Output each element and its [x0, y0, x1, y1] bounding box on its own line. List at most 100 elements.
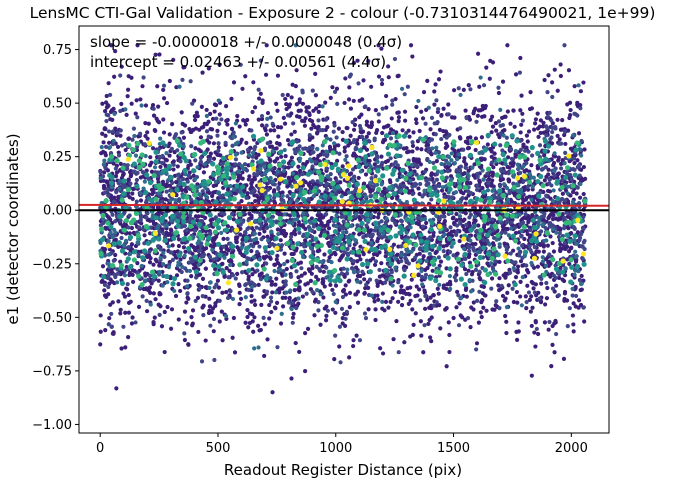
scatter-point	[280, 190, 285, 195]
scatter-point	[129, 75, 134, 80]
scatter-point	[366, 307, 371, 312]
scatter-point	[411, 156, 416, 162]
scatter-point	[324, 182, 329, 188]
scatter-point	[175, 164, 180, 169]
scatter-point	[264, 132, 269, 137]
scatter-point	[235, 235, 240, 240]
scatter-point	[463, 165, 469, 170]
scatter-point	[419, 333, 424, 338]
scatter-point	[324, 265, 329, 270]
scatter-point	[273, 159, 278, 164]
scatter-point	[162, 309, 167, 315]
scatter-point	[106, 215, 112, 220]
scatter-point	[130, 196, 135, 202]
scatter-point	[246, 177, 251, 182]
scatter-point	[131, 126, 137, 131]
scatter-point	[379, 81, 385, 87]
scatter-point	[544, 193, 549, 198]
scatter-point	[344, 125, 349, 131]
scatter-point	[171, 167, 176, 172]
scatter-point	[246, 274, 251, 279]
scatter-point	[571, 322, 576, 327]
scatter-point	[378, 346, 383, 351]
scatter-point	[275, 227, 280, 232]
scatter-point	[104, 118, 109, 124]
scatter-point	[242, 254, 247, 259]
scatter-point	[399, 258, 404, 264]
scatter-point	[316, 118, 321, 123]
scatter-point	[181, 135, 187, 140]
scatter-point	[542, 320, 547, 325]
scatter-point	[423, 272, 429, 277]
scatter-point	[475, 298, 480, 303]
scatter-point	[245, 256, 250, 261]
scatter-point	[171, 159, 176, 164]
scatter-point	[328, 282, 333, 288]
scatter-point	[106, 140, 112, 145]
scatter-point	[109, 311, 114, 317]
scatter-point	[256, 323, 261, 329]
scatter-point	[102, 288, 107, 293]
scatter-point	[310, 88, 315, 93]
scatter-point	[157, 312, 162, 317]
scatter-point	[106, 129, 112, 134]
scatter-point	[351, 140, 356, 145]
scatter-point	[341, 266, 346, 271]
scatter-point	[187, 260, 192, 265]
scatter-point	[466, 244, 471, 249]
scatter-point	[567, 306, 572, 311]
scatter-point	[229, 126, 235, 131]
scatter-point	[578, 89, 584, 94]
scatter-point	[419, 147, 424, 152]
scatter-point	[557, 137, 562, 142]
scatter-point	[372, 299, 377, 304]
scatter-point	[100, 264, 106, 269]
scatter-point	[393, 96, 398, 102]
scatter-point	[454, 232, 459, 238]
scatter-point	[376, 211, 382, 216]
scatter-point	[351, 151, 357, 156]
scatter-point	[518, 259, 524, 264]
scatter-point	[348, 133, 353, 138]
scatter-point	[580, 256, 585, 262]
scatter-point	[399, 284, 404, 289]
scatter-point	[576, 298, 582, 303]
scatter-point	[579, 287, 584, 292]
scatter-point	[417, 191, 422, 197]
scatter-point	[125, 94, 130, 99]
scatter-point	[259, 123, 265, 128]
scatter-point	[413, 311, 418, 316]
scatter-point	[478, 310, 483, 315]
scatter-point	[256, 96, 262, 101]
scatter-point	[312, 313, 317, 318]
scatter-point	[474, 347, 479, 352]
scatter-point	[518, 55, 523, 61]
scatter-point	[302, 271, 308, 276]
scatter-point	[504, 247, 509, 252]
scatter-point	[291, 121, 296, 126]
scatter-point	[267, 255, 272, 260]
scatter-point	[278, 263, 283, 268]
scatter-point	[373, 174, 378, 179]
scatter-point	[274, 300, 280, 305]
scatter-point	[333, 283, 339, 288]
scatter-point	[380, 351, 386, 356]
scatter-point	[251, 329, 256, 334]
scatter-point	[504, 319, 509, 324]
scatter-point	[578, 302, 584, 308]
scatter-point	[462, 159, 467, 164]
scatter-point	[189, 197, 194, 202]
scatter-point	[150, 191, 155, 197]
scatter-point	[109, 43, 114, 48]
scatter-point	[332, 89, 338, 94]
scatter-point	[550, 94, 555, 100]
scatter-point	[322, 252, 327, 257]
scatter-point	[399, 302, 405, 308]
scatter-point	[311, 242, 316, 247]
scatter-point	[542, 77, 547, 83]
scatter-point	[467, 117, 473, 122]
scatter-point	[282, 121, 288, 126]
scatter-point	[259, 237, 264, 242]
scatter-point	[328, 146, 333, 151]
scatter-point	[274, 257, 279, 262]
